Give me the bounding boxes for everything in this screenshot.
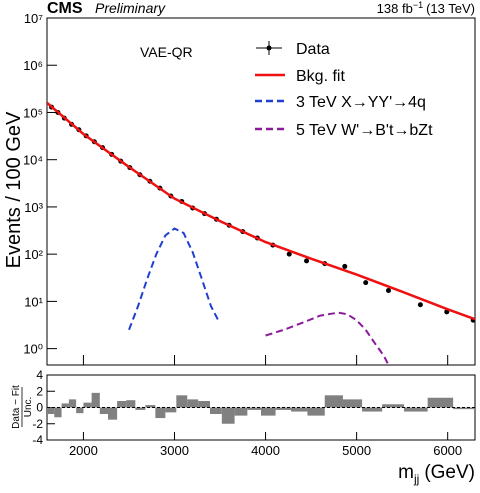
x-tick-label: 5000 — [342, 443, 371, 458]
y-tick-label: 10³ — [24, 200, 43, 215]
y-tick-label: 2 — [36, 384, 43, 398]
y-tick-label: 10¹ — [24, 294, 43, 309]
ratio-title-bottom: Unc. — [23, 397, 34, 418]
x-title-main: m — [398, 462, 414, 483]
ratio-bar — [76, 407, 84, 414]
ratio-bar — [91, 392, 100, 408]
y-tick-label: 4 — [36, 368, 43, 382]
x-axis-title: mjj (GeV) — [398, 462, 475, 486]
lumi: 138 fb−1 (13 TeV) — [377, 0, 475, 16]
lumi-exponent: −1 — [413, 0, 423, 10]
ratio-bar — [47, 407, 55, 414]
status: Preliminary — [95, 0, 166, 16]
ratio-bar — [210, 407, 222, 414]
y-tick-label: 10⁷ — [24, 11, 43, 26]
upper-plot — [47, 101, 475, 365]
x-tick-label: 3000 — [160, 443, 189, 458]
x-title-unit: (GeV) — [424, 462, 475, 483]
ratio-bar — [307, 407, 325, 416]
legend-label: Bkg. fit — [296, 68, 345, 85]
ratio-title-top: Data − Fit — [11, 385, 22, 429]
data-point — [385, 288, 391, 294]
y-tick-label: 10⁰ — [23, 342, 43, 357]
series-line — [47, 101, 475, 321]
ratio-bar — [176, 395, 188, 408]
experiment: CMS — [47, 0, 83, 17]
ratio-bar — [145, 405, 156, 408]
y-tick-label: 10² — [24, 247, 43, 262]
y-tick-label: 10⁴ — [23, 153, 43, 168]
ratio-bar — [117, 401, 127, 408]
series-line — [265, 311, 390, 365]
ratio-bar — [247, 407, 261, 410]
y-tick-label: 10⁵ — [23, 105, 43, 120]
ratio-bar — [275, 407, 292, 410]
data-point — [286, 251, 292, 257]
data-point — [304, 258, 310, 264]
ratio-bar — [403, 407, 428, 412]
legend-label: Data — [296, 41, 330, 58]
x-tick-label: 6000 — [433, 443, 462, 458]
ratio-bar — [362, 407, 383, 412]
ratio-bar — [126, 400, 136, 408]
ratio-bar — [68, 399, 77, 408]
y-axis-title: Events / 100 GeV — [3, 111, 25, 268]
ratio-bar — [54, 407, 62, 418]
data-point — [417, 302, 423, 308]
ratio-bar — [427, 397, 454, 408]
y-tick-label: -2 — [32, 417, 43, 431]
legend-label: 3 TeV X→YY'→4q — [296, 94, 426, 111]
y-tick-label: -4 — [32, 433, 43, 447]
upper-frame — [46, 17, 476, 366]
ratio-bar — [342, 399, 363, 408]
ratio-bar — [61, 403, 69, 408]
series-line — [128, 227, 220, 331]
ratio-bar — [324, 395, 343, 408]
x-title-sub: jj — [413, 472, 419, 486]
data-point — [342, 263, 348, 269]
lumi-energy: (13 TeV) — [426, 1, 475, 16]
legend-label: 5 TeV W'→B't→bZt — [296, 122, 433, 139]
ratio-bar — [234, 407, 248, 416]
ratio-bar — [261, 407, 276, 416]
ratio-bar — [155, 407, 166, 419]
ratio-bar — [198, 401, 211, 408]
annotation: VAE-QR — [140, 44, 193, 60]
ratio-bar — [187, 399, 199, 408]
ratio-bar — [135, 407, 146, 410]
ratio-bar — [165, 407, 177, 413]
x-tick-label: 4000 — [251, 443, 280, 458]
x-tick-label: 2000 — [69, 443, 98, 458]
ratio-bar — [221, 407, 235, 424]
y-tick-label: 0 — [36, 401, 43, 415]
ratio-bar — [108, 407, 118, 420]
ratio-bar — [291, 407, 308, 412]
ratio-bar — [83, 402, 92, 408]
lumi-value: 138 fb — [377, 1, 413, 16]
ratio-bar — [99, 407, 109, 414]
legend-marker — [266, 45, 272, 51]
data-point — [363, 280, 369, 286]
ratio-bar — [453, 407, 475, 410]
y-tick-label: 10⁶ — [23, 58, 43, 73]
ratio-bar — [382, 404, 404, 408]
